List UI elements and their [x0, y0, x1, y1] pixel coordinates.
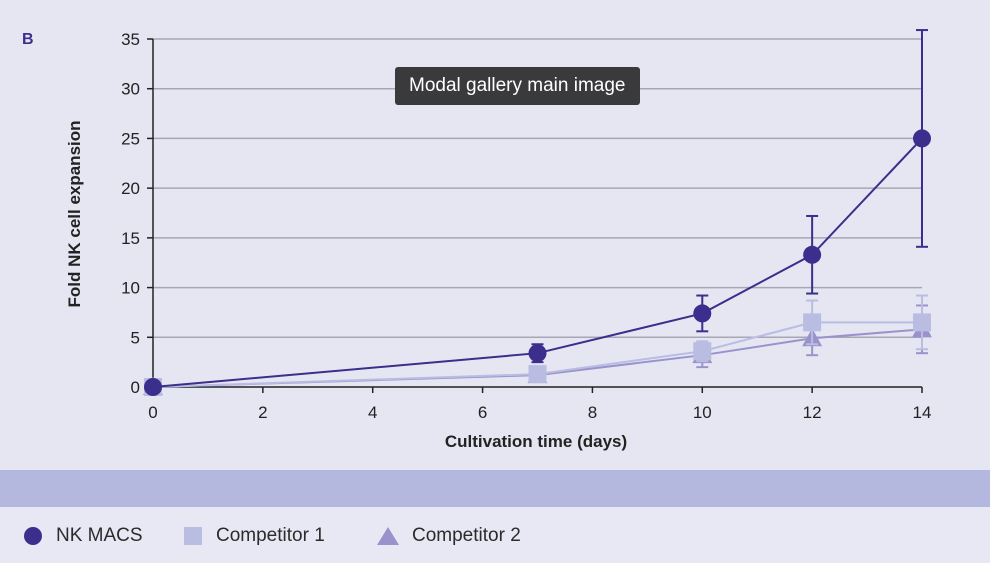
legend-item-competitor-2: Competitor 2: [376, 525, 521, 547]
x-tick-label: 2: [258, 403, 267, 422]
data-point: [803, 245, 822, 264]
y-tick-label: 20: [121, 179, 140, 198]
axes: 0 5 10 15 20 25 30 35 0 2 4 6 8 10 12 14: [121, 30, 931, 422]
square-marker-icon: [184, 527, 202, 545]
x-tick-label: 14: [913, 403, 932, 422]
data-point: [528, 365, 547, 384]
x-tick-label: 4: [368, 403, 377, 422]
chart-area: B 0 5 10 15 20 25 30 35 0 2 4 6 8 10 12 14 Cultivation …: [22, 29, 932, 451]
series-nk-macs: [144, 29, 931, 396]
triangle-marker-icon: [377, 527, 399, 545]
divider-band: [0, 470, 990, 507]
x-tick-label: 12: [803, 403, 822, 422]
y-tick-label: 10: [121, 279, 140, 298]
circle-marker-icon: [24, 527, 42, 545]
y-tick-label: 25: [121, 129, 140, 148]
x-axis-label: Cultivation time (days): [445, 432, 627, 451]
legend-label: Competitor 2: [412, 525, 521, 546]
legend-item-nk-macs: NK MACS: [22, 525, 143, 547]
series-competitor-1: [144, 294, 931, 396]
data-point: [913, 313, 931, 332]
data-point: [144, 378, 162, 396]
y-tick-label: 15: [121, 229, 140, 248]
legend: NK MACS Competitor 1 Competitor 2: [0, 507, 990, 563]
x-tick-label: 0: [148, 403, 157, 422]
data-point: [693, 342, 712, 361]
data-point: [528, 344, 547, 363]
series-layer: [143, 29, 932, 396]
y-axis-label: Fold NK cell expansion: [65, 120, 84, 307]
line-chart: B 0 5 10 15 20 25 30 35 0 2 4 6 8 10 12 14 Cultivation …: [22, 29, 932, 451]
panel-label: B: [22, 31, 34, 48]
legend-item-competitor-1: Competitor 1: [182, 525, 325, 547]
x-tick-label: 8: [588, 403, 597, 422]
x-tick-label: 6: [478, 403, 487, 422]
y-tick-label: 5: [131, 328, 140, 347]
data-point: [693, 304, 712, 323]
legend-label: Competitor 1: [216, 525, 325, 546]
legend-label: NK MACS: [56, 525, 143, 546]
y-tick-label: 35: [121, 30, 140, 49]
tooltip: Modal gallery main image: [395, 67, 640, 105]
data-point: [913, 129, 931, 148]
y-tick-label: 30: [121, 80, 140, 99]
y-tick-label: 0: [131, 378, 140, 397]
x-tick-label: 10: [693, 403, 712, 422]
gridlines: [153, 38, 922, 339]
data-point: [803, 313, 822, 332]
